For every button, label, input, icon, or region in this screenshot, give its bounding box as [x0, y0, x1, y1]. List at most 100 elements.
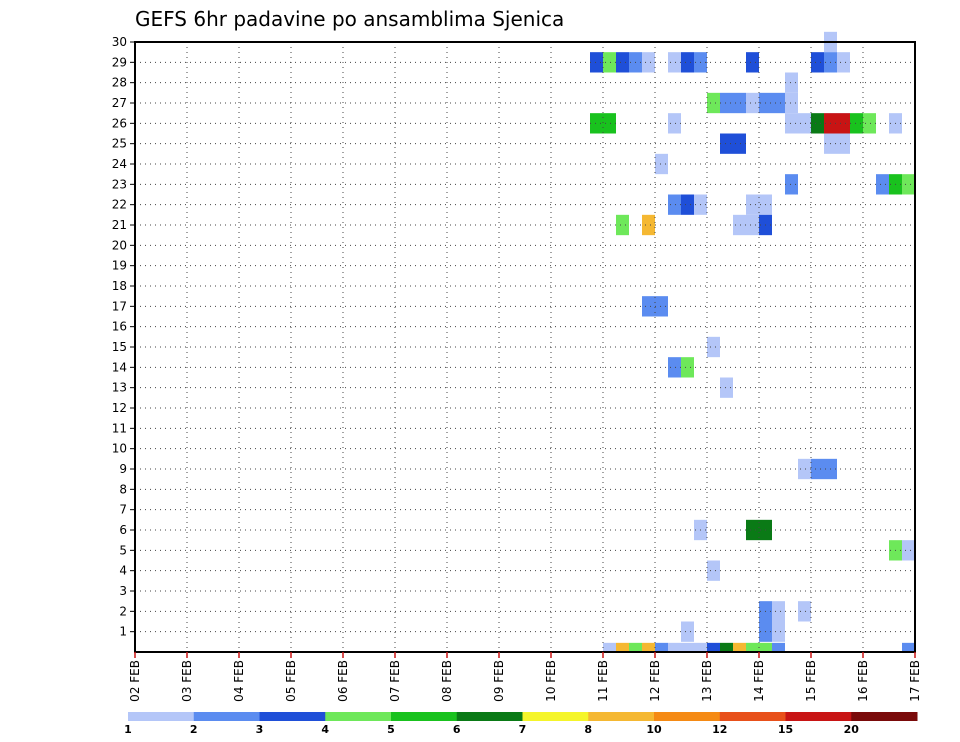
heatmap-cell — [655, 642, 668, 652]
heatmap-cell — [668, 357, 681, 378]
heatmap-cell — [616, 214, 629, 236]
color-scale-swatch — [785, 712, 852, 721]
heatmap-cell — [681, 357, 694, 378]
x-tick-label: 03 FEB — [180, 660, 194, 702]
heatmap-cell — [811, 113, 824, 134]
y-tick-label: 7 — [119, 503, 127, 517]
color-scale-label: 12 — [712, 723, 727, 736]
heatmap-cell — [772, 621, 785, 642]
color-scale-label: 6 — [453, 723, 461, 736]
y-tick-label: 5 — [119, 543, 127, 557]
heatmap-cell — [902, 174, 915, 195]
y-tick-label: 10 — [112, 442, 127, 456]
heatmap-cell — [707, 336, 720, 358]
y-tick-label: 9 — [119, 462, 127, 476]
color-scale-label: 1 — [124, 723, 132, 736]
heatmap-cell — [720, 377, 733, 398]
heatmap-cell — [772, 601, 785, 622]
color-scale-swatch — [588, 712, 655, 721]
heatmap-cell — [655, 296, 668, 317]
color-scale-swatch — [128, 712, 195, 721]
color-scale-swatch — [325, 712, 392, 721]
heatmap-cell — [733, 92, 746, 114]
heatmap-cell — [590, 52, 603, 73]
y-tick-label: 12 — [112, 401, 127, 415]
chart-title: GEFS 6hr padavine po ansamblima Sjenica — [135, 7, 564, 31]
heatmap-cell — [616, 52, 629, 73]
heatmap-cell — [707, 560, 720, 581]
color-scale-label: 4 — [321, 723, 329, 736]
y-tick-label: 26 — [112, 116, 127, 130]
heatmap-cell — [733, 214, 746, 236]
heatmap-cell — [772, 92, 785, 114]
y-tick-label: 6 — [119, 523, 127, 537]
heatmap-cell — [629, 642, 642, 652]
x-tick-label: 07 FEB — [388, 660, 402, 702]
y-tick-label: 1 — [119, 625, 127, 639]
heatmap-cell — [603, 52, 616, 73]
heatmap-cell — [746, 52, 759, 73]
heatmap-cell — [642, 214, 655, 236]
heatmap-cell — [616, 642, 629, 652]
color-scale-label: 8 — [584, 723, 592, 736]
x-tick-label: 14 FEB — [752, 660, 766, 702]
x-tick-label: 08 FEB — [440, 660, 454, 702]
x-tick-label: 13 FEB — [700, 660, 714, 702]
heatmap-cell — [902, 642, 915, 652]
y-tick-label: 29 — [112, 55, 127, 69]
heatmap-cell — [746, 92, 759, 114]
color-scale-swatch — [719, 712, 786, 721]
heatmap-cell — [603, 642, 616, 652]
heatmap-cells — [590, 31, 915, 652]
heatmap-cell — [720, 92, 733, 114]
x-tick-label: 15 FEB — [804, 660, 818, 702]
heatmap-cell — [694, 642, 707, 652]
y-axis-ticks: 1234567891011121314151617181920212223242… — [112, 35, 135, 639]
heatmap-cell — [746, 519, 759, 541]
y-tick-label: 19 — [112, 259, 127, 273]
y-tick-label: 28 — [112, 76, 127, 90]
heatmap-cell — [863, 113, 876, 134]
color-scale-swatch — [259, 712, 326, 721]
y-tick-label: 30 — [112, 35, 127, 49]
y-tick-label: 4 — [119, 564, 127, 578]
heatmap-cell — [759, 642, 772, 652]
y-tick-label: 21 — [112, 218, 127, 232]
y-tick-label: 22 — [112, 198, 127, 212]
y-tick-label: 25 — [112, 137, 127, 151]
x-tick-label: 16 FEB — [856, 660, 870, 702]
heatmap-cell — [668, 642, 681, 652]
heatmap-cell — [668, 52, 681, 73]
color-scale-swatch — [193, 712, 260, 721]
heatmap-cell — [876, 174, 889, 195]
heatmap-cell — [603, 113, 616, 134]
heatmap-cell — [655, 153, 668, 175]
heatmap-cell — [798, 601, 811, 622]
y-tick-label: 23 — [112, 177, 127, 191]
heatmap-cell — [785, 113, 798, 134]
heatmap-cell — [746, 194, 759, 215]
heatmap-cell — [811, 458, 824, 480]
heatmap-cell — [746, 214, 759, 236]
heatmap-cell — [733, 133, 746, 154]
heatmap-cell — [720, 642, 733, 652]
heatmap-cell — [785, 72, 798, 93]
heatmap-cell — [590, 113, 603, 134]
heatmap-cell — [837, 52, 850, 73]
x-tick-label: 10 FEB — [544, 660, 558, 702]
color-scale-swatch — [522, 712, 589, 721]
color-scale-swatch — [391, 712, 458, 721]
heatmap-cell — [733, 642, 746, 652]
heatmap-cell — [681, 52, 694, 73]
heatmap-cell — [746, 642, 759, 652]
color-scale-legend: 1 2 3 4 5 6 7 8 10 12 15 20 — [124, 712, 918, 736]
heatmap-cell — [707, 92, 720, 114]
color-scale-label: 15 — [778, 723, 793, 736]
y-tick-label: 3 — [119, 584, 127, 598]
grid-lines — [135, 42, 915, 652]
color-scale-label: 10 — [646, 723, 662, 736]
heatmap-cell — [850, 113, 863, 134]
y-tick-label: 27 — [112, 96, 127, 110]
x-tick-label: 04 FEB — [232, 660, 246, 702]
